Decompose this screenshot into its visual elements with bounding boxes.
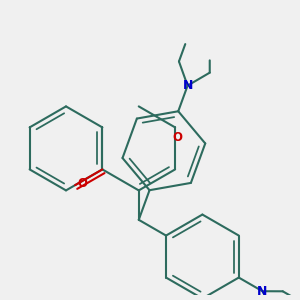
Text: N: N [182, 79, 193, 92]
Text: O: O [78, 177, 88, 190]
Text: O: O [172, 131, 182, 144]
Text: N: N [257, 285, 268, 298]
